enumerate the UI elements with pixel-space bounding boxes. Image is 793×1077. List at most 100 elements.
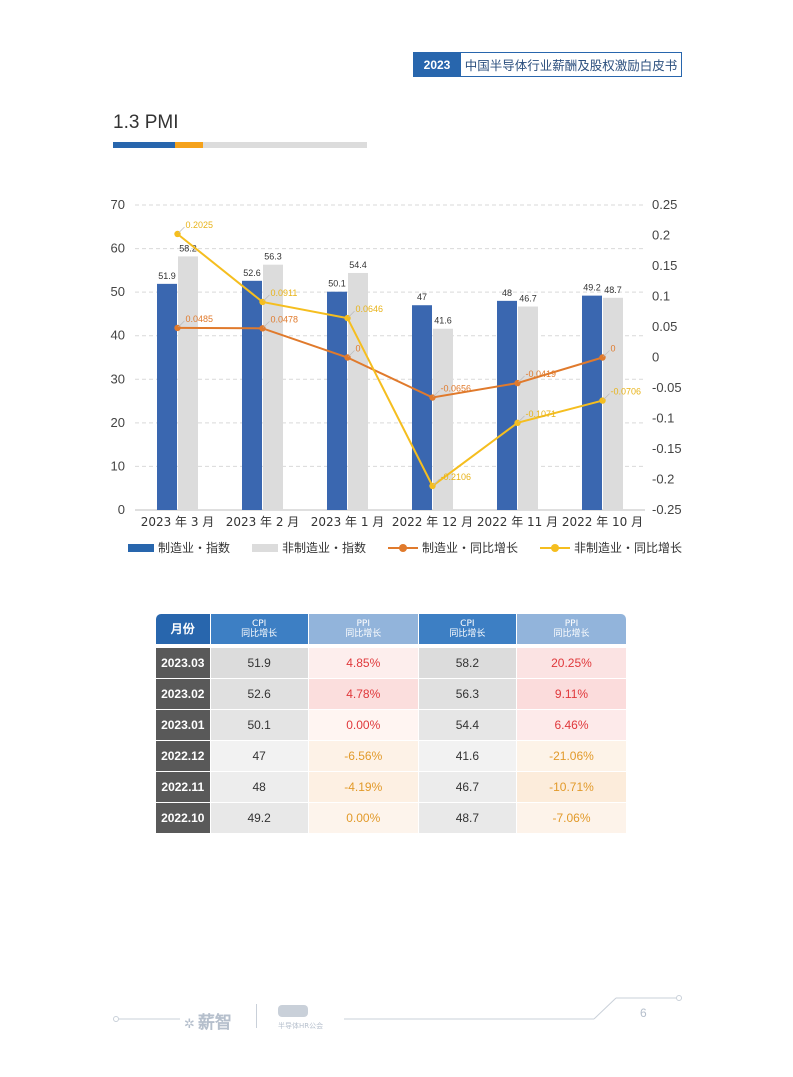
legend-label-mfg-growth: 制造业・同比增长 <box>422 541 519 555</box>
cell-month: 2022.10 <box>156 803 211 833</box>
line-nonmfg-growth <box>176 233 603 488</box>
bar-manufacturing <box>497 300 517 510</box>
x-tick-label: 2022 年 10 月 <box>562 515 643 529</box>
bar-non-manufacturing <box>433 328 453 510</box>
cell-ppi-1: -4.19% <box>308 772 419 802</box>
leader-mfg-growth <box>178 320 185 328</box>
cell-ppi-1: 4.78% <box>308 679 419 709</box>
report-header: 2023 中国半导体行业薪酬及股权激励白皮书 <box>413 52 682 77</box>
footer-logo: ✲ 薪智 <box>184 1008 232 1033</box>
cell-cpi-1: 47 <box>210 741 309 771</box>
table-row: 2023.03 51.9 4.85% 58.2 20.25% <box>156 648 627 678</box>
footer-badge-icon <box>278 1005 308 1017</box>
header-col-4-line1: PPI <box>564 619 579 629</box>
leader-nonmfg-growth <box>348 310 355 318</box>
footer-sub: 半导体HR公会 <box>278 1022 324 1030</box>
cell-cpi-2: 46.7 <box>418 772 517 802</box>
legend-line-nonmfg-growth <box>540 543 571 553</box>
section-title: 1.3 PMI <box>113 112 179 133</box>
x-tick-label: 2022 年 12 月 <box>392 515 473 529</box>
footer-logo-text: 薪智 <box>197 1013 232 1033</box>
point-label-nonmfg-growth: -0.0706 <box>611 387 642 397</box>
header-col-3-line1: CPI <box>460 619 475 629</box>
legend-label-nonmfg-growth: 非制造业・同比增长 <box>574 541 683 555</box>
cell-month: 2023.02 <box>156 679 211 709</box>
header-col-1-line1: CPI <box>251 619 267 629</box>
leader-nonmfg-growth <box>433 478 440 486</box>
header-title: 中国半导体行业薪酬及股权激励白皮书 <box>461 52 682 77</box>
page-number: 6 <box>640 1006 647 1020</box>
section-underline <box>113 142 367 148</box>
leader-nonmfg-growth <box>518 415 525 423</box>
leader-mfg-growth <box>348 350 355 357</box>
legend-line-mfg-growth <box>388 543 419 553</box>
bar-non-manufacturing <box>263 264 283 510</box>
y-right-tick-label: -0.1 <box>652 411 674 426</box>
point-label-nonmfg-growth: -0.2106 <box>441 472 472 482</box>
point-label-mfg-growth: 0 <box>611 344 616 354</box>
point-label-mfg-growth: -0.0419 <box>526 369 557 379</box>
y-right-tick-label: -0.25 <box>652 502 682 517</box>
bar-label-non-manufacturing: 56.3 <box>264 252 282 262</box>
cell-month: 2023.03 <box>156 648 211 678</box>
cell-ppi-1: -6.56% <box>308 741 419 771</box>
x-tick-label: 2023 年 2 月 <box>226 515 300 529</box>
bar-label-manufacturing: 52.6 <box>243 268 261 278</box>
header-col-2-line1: PPI <box>356 619 370 629</box>
leader-mfg-growth <box>433 390 440 397</box>
leader-mfg-growth <box>603 350 610 357</box>
y-right-tick-label: -0.15 <box>652 441 682 456</box>
leader-nonmfg-growth <box>178 226 185 234</box>
table-row: 2023.01 50.1 0.00% 54.4 6.46% <box>156 710 627 740</box>
cell-ppi-1: 4.85% <box>308 648 419 678</box>
point-label-mfg-growth: 0.0485 <box>186 314 214 324</box>
point-label-nonmfg-growth: 0.0646 <box>356 304 384 314</box>
y-right-tick-label: 0.25 <box>652 197 677 212</box>
y-left-tick-label: 70 <box>111 197 125 212</box>
cell-month: 2022.11 <box>156 772 211 802</box>
header-col-3-line2: 同比增长 <box>449 629 486 639</box>
legend-label-manufacturing: 制造业・指数 <box>158 541 231 555</box>
leader-nonmfg-growth <box>263 294 270 302</box>
pmi-table: 月份 CPI 同比增长 PPI 同比增长 CPI 同比增长 PPI 同比增长 2… <box>156 614 627 833</box>
header-col-2: PPI 同比增长 <box>308 614 419 644</box>
table-row: 2023.02 52.6 4.78% 56.3 9.11% <box>156 679 627 709</box>
point-label-mfg-growth: -0.0656 <box>441 384 472 394</box>
legend-label-non-manufacturing: 非制造业・指数 <box>282 541 367 555</box>
cell-cpi-1: 49.2 <box>210 803 309 833</box>
bar-manufacturing <box>157 283 177 510</box>
bar-label-non-manufacturing: 54.4 <box>349 260 367 270</box>
bar-non-manufacturing <box>348 272 368 510</box>
table-row: 2022.10 49.2 0.00% 48.7 -7.06% <box>156 803 627 833</box>
cell-cpi-1: 48 <box>210 772 309 802</box>
header-month-label: 月份 <box>170 622 195 636</box>
y-left-tick-label: 10 <box>111 458 125 473</box>
line-mfg-growth <box>177 326 603 399</box>
bar-label-non-manufacturing: 58.2 <box>179 243 197 253</box>
cell-ppi-2: 6.46% <box>516 710 627 740</box>
point-label-mfg-growth: 0.0478 <box>271 314 299 324</box>
x-tick-label: 2023 年 3 月 <box>141 515 215 529</box>
point-label-nonmfg-growth: -0.1071 <box>526 409 557 419</box>
y-left-tick-label: 40 <box>111 328 125 343</box>
y-right-tick-label: 0.15 <box>652 258 677 273</box>
y-right-tick-label: -0.05 <box>652 380 682 395</box>
bar-non-manufacturing <box>603 297 623 510</box>
leader-mfg-growth <box>518 375 525 383</box>
legend-swatch-non-manufacturing <box>252 543 279 552</box>
header-col-1: CPI 同比增长 <box>210 614 309 644</box>
y-right-tick-label: 0.05 <box>652 319 677 334</box>
cell-month: 2023.01 <box>156 710 211 740</box>
cell-cpi-2: 58.2 <box>418 648 517 678</box>
cell-ppi-1: 0.00% <box>308 710 419 740</box>
legend-item-mfg-growth: 制造业・同比增长 <box>388 539 518 556</box>
header-col-1-line2: 同比增长 <box>241 629 278 639</box>
page-footer: ✲ 薪智 半导体HR公会 6 <box>112 990 692 1040</box>
table-row: 2022.12 47 -6.56% 41.6 -21.06% <box>156 741 627 771</box>
footer-lines <box>113 995 682 1022</box>
y-right-tick-label: 0.2 <box>652 228 670 243</box>
x-tick-label: 2022 年 11 月 <box>477 515 558 529</box>
legend-item-nonmfg-growth: 非制造业・同比增长 <box>540 539 682 556</box>
bar-manufacturing <box>412 305 432 510</box>
cell-ppi-2: 20.25% <box>516 648 627 678</box>
